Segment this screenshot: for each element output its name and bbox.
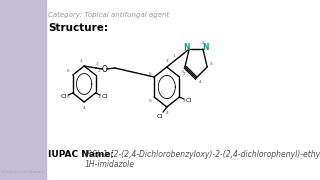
Text: 6: 6	[148, 72, 151, 76]
Text: 4: 4	[83, 106, 85, 110]
Text: 2: 2	[182, 72, 185, 76]
Text: Category: Topical antifungal agent: Category: Topical antifungal agent	[48, 12, 170, 18]
Text: Cl: Cl	[101, 93, 108, 98]
Text: 1: 1	[183, 50, 186, 54]
Text: 2: 2	[202, 41, 204, 45]
Text: N: N	[183, 42, 189, 51]
Text: Cl: Cl	[61, 93, 67, 98]
Text: (RS)-1-[2-(2,4-Dichlorobenzyloxy)-2-(2,4-dichlorophenyl)-ethyl]-
1H-imidazole: (RS)-1-[2-(2,4-Dichlorobenzyloxy)-2-(2,4…	[85, 150, 320, 169]
Text: 5: 5	[148, 99, 151, 103]
Text: 1: 1	[172, 54, 175, 58]
Text: 1: 1	[80, 59, 83, 63]
Text: 4: 4	[198, 80, 201, 84]
Text: 5: 5	[181, 70, 184, 74]
Text: Structure:: Structure:	[48, 23, 108, 33]
Text: 2: 2	[98, 69, 100, 73]
Text: 5: 5	[67, 95, 70, 99]
Text: O: O	[102, 64, 108, 73]
Text: 6: 6	[67, 69, 70, 73]
Text: slideshare.net/pharmic: slideshare.net/pharmic	[0, 170, 45, 174]
Text: 1: 1	[165, 59, 168, 63]
Text: 3: 3	[210, 62, 213, 66]
Text: N: N	[203, 42, 209, 51]
Text: Cl: Cl	[185, 98, 191, 102]
Text: 3: 3	[182, 99, 185, 103]
Text: IUPAC Name:: IUPAC Name:	[48, 150, 115, 159]
Text: 2: 2	[95, 62, 98, 66]
Text: Cl: Cl	[156, 114, 163, 118]
Text: 4: 4	[165, 111, 168, 115]
Text: 3: 3	[98, 95, 100, 99]
Bar	[0, 0, 46, 180]
